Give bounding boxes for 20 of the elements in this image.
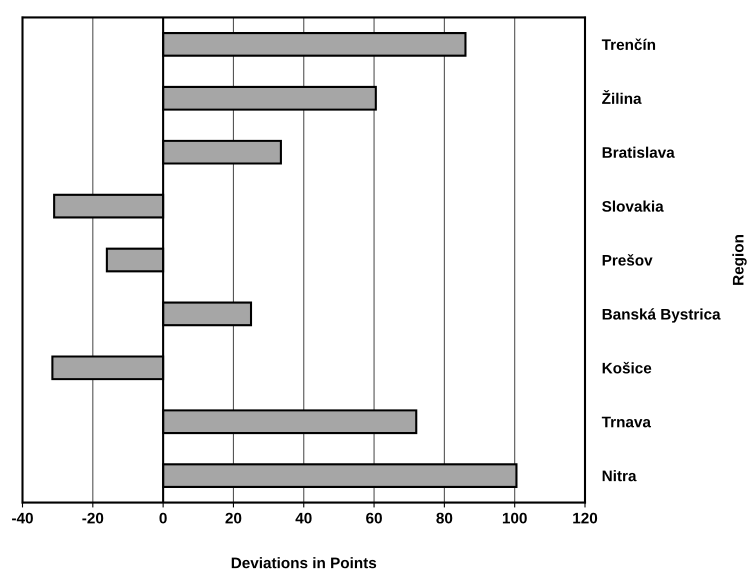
x-tick-label: -40 xyxy=(12,512,33,524)
y-tick-label: Prešov xyxy=(602,254,653,266)
x-tick-label: 0 xyxy=(159,512,167,524)
x-tick-label: -20 xyxy=(82,512,104,524)
y-tick-label: Trenčín xyxy=(602,38,656,50)
x-tick-label: 100 xyxy=(502,512,527,524)
x-tick-label: 20 xyxy=(225,512,242,524)
y-tick-label: Nitra xyxy=(602,470,637,482)
y-tick-label: Banská Bystrica xyxy=(602,308,721,323)
y-tick-label: Bratislava xyxy=(602,146,675,158)
x-tick-label: 120 xyxy=(573,512,598,524)
y-tick-label: Žilina xyxy=(602,90,642,104)
y-tick-label: Košice xyxy=(602,362,652,374)
y-tick-label: Trnava xyxy=(602,416,652,428)
x-tick-label: 80 xyxy=(436,512,452,524)
x-tick-label: 40 xyxy=(295,512,312,524)
y-axis-title: Region xyxy=(732,235,747,285)
x-tick-label: 60 xyxy=(366,512,382,524)
x-axis-title: Deviations in Points xyxy=(232,557,376,568)
y-tick-label: Slovakia xyxy=(602,200,664,212)
